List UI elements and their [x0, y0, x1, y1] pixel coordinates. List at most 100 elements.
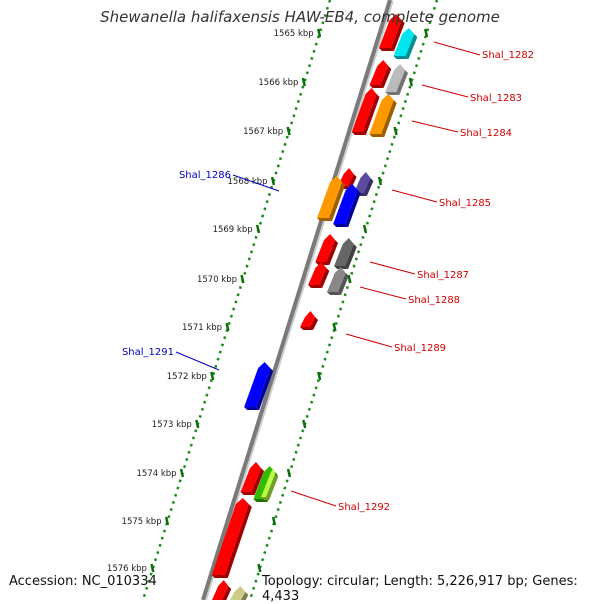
backbone-line [201, 0, 392, 600]
gene-arrow-side [329, 182, 346, 221]
gene-arrow-side [266, 474, 279, 500]
gene-arrow [338, 168, 354, 186]
tick-mark-outer [286, 468, 292, 478]
gene-arrow-side [241, 592, 249, 600]
label-leader-line [175, 351, 220, 371]
tick-mark-inner [150, 563, 155, 573]
gene-arrow [326, 267, 346, 292]
gene-arrow [211, 498, 249, 575]
gene-arrow [315, 234, 336, 262]
tick-mark-outer [347, 274, 352, 284]
gene-arrow [300, 311, 316, 327]
tick-mark-inner [301, 77, 306, 87]
tick-label: 1576 kbp [107, 564, 147, 574]
gene-arrow [369, 94, 394, 134]
gene-arrow-side [337, 273, 349, 295]
gene-arrow [253, 466, 275, 499]
tick-label: 1571 kbp [182, 323, 222, 333]
gene-arrow [353, 172, 371, 193]
tick-mark-outer [423, 28, 429, 38]
label-leader-line [411, 120, 459, 133]
gene-arrow-side [319, 268, 330, 288]
tick-label: 1568 kbp [228, 177, 268, 187]
gene-arrow [212, 580, 229, 600]
label-leader-line [359, 286, 407, 300]
tick-label: 1565 kbp [274, 29, 314, 39]
gene-label: Shal_1289 [394, 343, 446, 354]
gene-arrow-side [251, 468, 265, 495]
tick-mark-inner [195, 419, 200, 429]
tick-label: 1575 kbp [122, 517, 162, 527]
tick-label: 1573 kbp [152, 420, 192, 430]
gene-arrow-shadow [333, 224, 349, 227]
gene-label: Shal_1284 [460, 128, 512, 139]
gene-arrow-shadow [261, 497, 270, 500]
gene-arrow-side [310, 317, 319, 330]
tick-mark-outer [362, 224, 368, 234]
map-title: Shewanella halifaxensis HAW-EB4, complet… [100, 8, 500, 26]
tick-label: 1566 kbp [258, 78, 298, 88]
gene-label: Shal_1292 [338, 502, 390, 513]
tick-mark-outer [377, 176, 383, 186]
tick-marks: 1565 kbp 1566 kbp 1567 kbp 1568 kbp 1569 kbp… [107, 28, 429, 574]
tick-mark-outer [317, 371, 322, 381]
label-leader-line [433, 41, 481, 56]
gene-arrow-side [391, 20, 405, 51]
gene-arrow-side [362, 94, 380, 135]
gene-arrow-side [222, 586, 232, 600]
gene-arrow [379, 14, 402, 48]
gene-arrow [334, 238, 354, 266]
tick-mark-inner [316, 28, 322, 38]
label-leader-line [232, 174, 280, 192]
tick-mark-inner [286, 126, 291, 136]
gene-arrow-side [345, 244, 357, 269]
label-leader-line [369, 261, 416, 275]
gene-arrow [317, 176, 343, 218]
tick-label: 1570 kbp [197, 275, 237, 285]
tick-mark-inner [210, 371, 215, 381]
gene-arrow-side [380, 66, 392, 88]
gene-arrow-side [256, 368, 274, 410]
tick-mark-inner [240, 274, 245, 284]
gene-arrow [351, 88, 377, 132]
backbone [201, 0, 394, 600]
gene-arrow-side [363, 178, 374, 196]
gene-arrow [369, 60, 389, 85]
gene-arrow-side [345, 190, 361, 227]
gene-label: Shal_1282 [482, 50, 534, 61]
gene-arrow [333, 184, 358, 224]
tick-mark-inner [225, 322, 230, 332]
gene-arrow-shadow [317, 218, 333, 221]
label-leader-line [391, 189, 438, 203]
tick-mark-outer [393, 126, 398, 136]
gene-label: Shal_1285 [439, 198, 491, 209]
tick-mark-inner [255, 224, 261, 234]
gene-arrow-side [224, 504, 252, 578]
gene-arrow [230, 586, 246, 600]
gene-arrow-side [326, 240, 339, 265]
tick-mark-outer [332, 322, 337, 332]
gene-features [211, 14, 418, 600]
gene-arrow-shadow [326, 292, 341, 295]
gene-label: Shal_1291 [122, 347, 174, 358]
gene-arrow-shadow [351, 132, 366, 135]
gene-label: Shal_1287 [417, 270, 469, 281]
tick-label: 1567 kbp [243, 127, 283, 137]
accession-text: Accession: NC_010334 [9, 574, 157, 589]
tick-mark-outer [257, 563, 262, 573]
tick-mark-outer [408, 77, 413, 87]
gene-labels: Shal_1282 Shal_1283 Shal_1284 Shal_1285 Shal… [122, 41, 534, 513]
gene-arrow-side [405, 34, 418, 59]
gene-arrow-shadow [385, 92, 400, 95]
gene-arrow-side [381, 100, 397, 137]
tick-mark-inner [179, 468, 185, 478]
label-leader-line [290, 490, 337, 507]
gene-arrow [393, 28, 415, 56]
gene-arrow-shadow [369, 85, 384, 88]
tick-label: 1569 kbp [213, 225, 253, 235]
gene-label: Shal_1286 [179, 170, 231, 181]
tick-mark-inner [270, 176, 276, 186]
gene-arrow [385, 64, 406, 92]
tick-mark-inner [164, 516, 170, 526]
